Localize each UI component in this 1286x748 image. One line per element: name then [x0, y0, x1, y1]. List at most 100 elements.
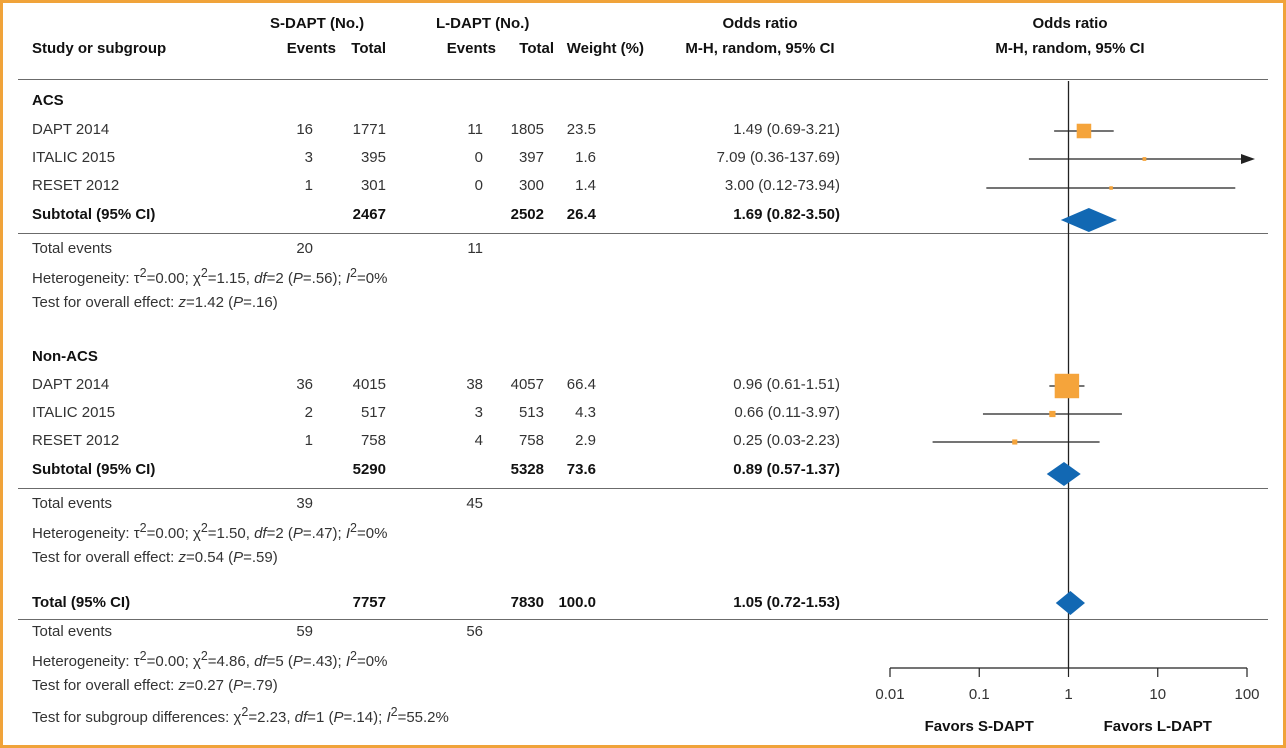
l-total: 1805: [510, 121, 544, 138]
total-odds-ratio: 1.05 (0.72-1.53): [733, 594, 840, 611]
odds-ratio: 0.25 (0.03-2.23): [733, 432, 840, 449]
l-events: 11: [467, 121, 483, 138]
pooled-diamond: [1046, 462, 1081, 486]
total-events-label: Total events: [32, 240, 113, 257]
odds-ratio: 7.09 (0.36-137.69): [716, 149, 840, 166]
effect-square: [1054, 373, 1080, 399]
effect-square: [1142, 157, 1147, 161]
subgroup-differences-text: Test for subgroup differences: χ2=2.23, …: [32, 705, 449, 726]
l-total: 513: [518, 404, 544, 421]
s-total: 758: [360, 432, 386, 449]
total-events-l: 56: [466, 623, 483, 640]
group-title-non-acs: Non-ACS: [32, 348, 98, 365]
s-events: 2: [304, 404, 313, 421]
header-s-total: Total: [351, 40, 386, 57]
header-l-dapt-group: L-DAPT (No.): [436, 15, 530, 32]
s-events: 16: [296, 121, 313, 138]
x-tick-label: 10: [1149, 686, 1166, 703]
study-name: ITALIC 2015: [32, 149, 116, 166]
heterogeneity-text: Heterogeneity: τ2=0.00; χ2=4.86, df=5 (P…: [32, 649, 388, 670]
overall-effect-text: Test for overall effect: z=0.54 (P=.59): [32, 549, 278, 566]
total-divider: [18, 619, 1268, 620]
study-name: RESET 2012: [32, 432, 120, 449]
pooled-diamond: [1055, 591, 1085, 615]
header-or-method: M-H, random, 95% CI: [685, 40, 835, 57]
total-l-total: 7830: [510, 594, 544, 611]
overall-effect-text: Test for overall effect: z=1.42 (P=.16): [32, 294, 278, 311]
total-s-total: 7757: [352, 594, 386, 611]
subtotal-weight: 73.6: [566, 461, 596, 478]
total-label: Total (95% CI): [32, 594, 131, 611]
total-weight: 100.0: [558, 594, 596, 611]
l-events: 4: [474, 432, 483, 449]
x-tick-label: 100: [1234, 686, 1259, 703]
ci-arrow: [1241, 154, 1255, 164]
l-total: 758: [518, 432, 544, 449]
effect-square: [1109, 186, 1113, 190]
total-events-s: 20: [296, 240, 313, 257]
odds-ratio: 3.00 (0.12-73.94): [724, 177, 840, 194]
header-weight: Weight (%): [566, 40, 644, 57]
study-name: RESET 2012: [32, 177, 120, 194]
total-events-label: Total events: [32, 623, 113, 640]
s-total: 4015: [352, 376, 386, 393]
s-events: 1: [304, 432, 313, 449]
subtotal-l-total: 2502: [510, 206, 544, 223]
favors-l-dapt-label: Favors L-DAPT: [1104, 718, 1212, 735]
l-total: 397: [518, 149, 544, 166]
odds-ratio: 0.96 (0.61-1.51): [733, 376, 840, 393]
subtotal-odds-ratio: 1.69 (0.82-3.50): [733, 206, 840, 223]
overall-effect-text: Test for overall effect: z=0.27 (P=.79): [32, 677, 278, 694]
total-events-s: 39: [296, 495, 313, 512]
header-divider: [18, 79, 1268, 80]
header-s-events: Events: [286, 40, 336, 57]
subtotal-divider: [18, 233, 1268, 234]
subtotal-l-total: 5328: [510, 461, 544, 478]
weight: 1.4: [575, 177, 596, 194]
header-study: Study or subgroup: [32, 40, 167, 57]
effect-square: [1012, 439, 1018, 445]
study-name: DAPT 2014: [32, 121, 110, 138]
l-events: 0: [474, 149, 483, 166]
weight: 66.4: [566, 376, 596, 393]
l-events: 38: [466, 376, 483, 393]
subtotal-weight: 26.4: [566, 206, 596, 223]
x-tick-label: 0.01: [875, 686, 904, 703]
header-plot-method: M-H, random, 95% CI: [995, 40, 1145, 57]
x-tick-label: 1: [1064, 686, 1072, 703]
subtotal-label: Subtotal (95% CI): [32, 461, 156, 478]
group-title-acs: ACS: [32, 92, 64, 109]
heterogeneity-text: Heterogeneity: τ2=0.00; χ2=1.15, df=2 (P…: [32, 266, 388, 287]
s-total: 517: [360, 404, 386, 421]
l-total: 4057: [510, 376, 544, 393]
effect-square: [1076, 123, 1092, 139]
s-events: 36: [296, 376, 313, 393]
s-total: 301: [360, 177, 386, 194]
weight: 1.6: [575, 149, 596, 166]
total-events-s: 59: [296, 623, 313, 640]
weight: 2.9: [575, 432, 596, 449]
weight: 23.5: [566, 121, 596, 138]
total-events-l: 45: [466, 495, 483, 512]
header-plot-title: Odds ratio: [1032, 15, 1108, 32]
l-total: 300: [518, 177, 544, 194]
subtotal-divider: [18, 488, 1268, 489]
favors-s-dapt-label: Favors S-DAPT: [925, 718, 1034, 735]
header-l-total: Total: [519, 40, 554, 57]
x-tick-label: 0.1: [969, 686, 990, 703]
s-events: 1: [304, 177, 313, 194]
header-or-title: Odds ratio: [722, 15, 798, 32]
weight: 4.3: [575, 404, 596, 421]
s-total: 1771: [352, 121, 386, 138]
subtotal-label: Subtotal (95% CI): [32, 206, 156, 223]
total-events-label: Total events: [32, 495, 113, 512]
odds-ratio: 1.49 (0.69-3.21): [733, 121, 840, 138]
l-events: 0: [474, 177, 483, 194]
pooled-diamond: [1060, 208, 1118, 232]
s-total: 395: [360, 149, 386, 166]
s-events: 3: [304, 149, 313, 166]
heterogeneity-text: Heterogeneity: τ2=0.00; χ2=1.50, df=2 (P…: [32, 521, 388, 542]
effect-square: [1049, 410, 1056, 418]
header-s-dapt-group: S-DAPT (No.): [270, 15, 365, 32]
